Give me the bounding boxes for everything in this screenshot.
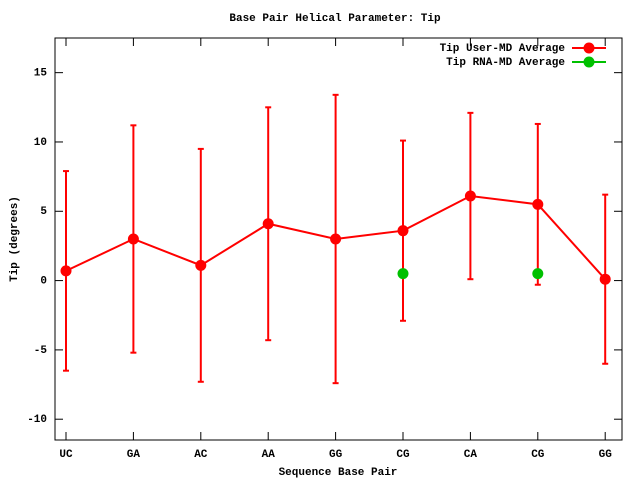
x-tick-label: GG xyxy=(599,449,613,461)
legend-label: Tip User-MD Average xyxy=(440,43,566,55)
chart-title: Base Pair Helical Parameter: Tip xyxy=(229,13,441,25)
point xyxy=(532,268,544,280)
point xyxy=(330,233,342,245)
x-tick-label: CA xyxy=(464,449,478,461)
y-tick-label: 0 xyxy=(40,275,47,287)
legend-marker xyxy=(583,42,595,54)
x-tick-label: CG xyxy=(531,449,545,461)
y-tick-label: 10 xyxy=(34,137,47,149)
point xyxy=(127,233,139,245)
x-tick-label: CG xyxy=(396,449,410,461)
y-axis-label: Tip (degrees) xyxy=(9,196,21,282)
x-tick-label: AC xyxy=(194,449,208,461)
point xyxy=(262,218,274,230)
point xyxy=(397,225,409,237)
x-tick-label: GA xyxy=(127,449,141,461)
point xyxy=(464,190,476,202)
point xyxy=(599,273,611,285)
point xyxy=(60,265,72,277)
y-tick-label: -5 xyxy=(34,345,48,357)
legend-label: Tip RNA-MD Average xyxy=(446,57,565,69)
x-tick-label: UC xyxy=(59,449,73,461)
point xyxy=(532,198,544,210)
x-axis-label: Sequence Base Pair xyxy=(279,467,398,479)
point xyxy=(397,268,409,280)
legend-marker xyxy=(583,56,595,68)
y-tick-label: -10 xyxy=(27,414,47,426)
point xyxy=(195,259,207,271)
x-tick-label: AA xyxy=(262,449,276,461)
x-tick-label: GG xyxy=(329,449,343,461)
y-tick-label: 5 xyxy=(40,206,47,218)
plot-border xyxy=(54,37,623,441)
y-tick-label: 15 xyxy=(34,68,48,80)
